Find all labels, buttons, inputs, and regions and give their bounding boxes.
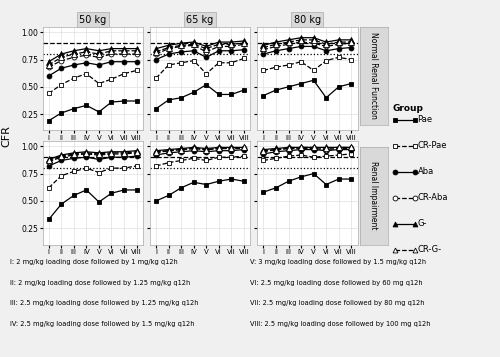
Title: 80 kg: 80 kg (294, 15, 321, 25)
Text: I: 2 mg/kg loading dose followed by 1 mg/kg q12h: I: 2 mg/kg loading dose followed by 1 mg… (10, 259, 178, 265)
Title: 65 kg: 65 kg (186, 15, 214, 25)
Text: Group: Group (392, 104, 424, 113)
Text: II: 2 mg/kg loading dose followed by 1.25 mg/kg q12h: II: 2 mg/kg loading dose followed by 1.2… (10, 280, 190, 286)
Text: IV: 2.5 mg/kg loading dose followed by 1.5 mg/kg q12h: IV: 2.5 mg/kg loading dose followed by 1… (10, 321, 194, 327)
Text: CR-Pae: CR-Pae (418, 141, 447, 150)
Text: V: 3 mg/kg loading dose followed by 1.5 mg/kg q12h: V: 3 mg/kg loading dose followed by 1.5 … (250, 259, 426, 265)
Text: CR-Aba: CR-Aba (418, 193, 448, 202)
Text: CR-G-: CR-G- (418, 245, 442, 255)
Text: VII: 2.5 mg/kg loading dose followed by 80 mg q12h: VII: 2.5 mg/kg loading dose followed by … (250, 300, 424, 306)
Text: Pae: Pae (418, 115, 432, 124)
Text: Aba: Aba (418, 167, 434, 176)
Text: CFR: CFR (1, 125, 11, 147)
Text: III: 2.5 mg/kg loading dose followed by 1.25 mg/kg q12h: III: 2.5 mg/kg loading dose followed by … (10, 300, 198, 306)
Text: VI: 2.5 mg/kg loading dose followed by 60 mg q12h: VI: 2.5 mg/kg loading dose followed by 6… (250, 280, 422, 286)
Text: Normal Renal Function: Normal Renal Function (369, 32, 378, 119)
Text: VIII: 2.5 mg/kg loading dose followed by 100 mg q12h: VIII: 2.5 mg/kg loading dose followed by… (250, 321, 430, 327)
Title: 50 kg: 50 kg (79, 15, 106, 25)
Text: G-: G- (418, 219, 427, 228)
Text: Renal Impairment: Renal Impairment (369, 161, 378, 230)
